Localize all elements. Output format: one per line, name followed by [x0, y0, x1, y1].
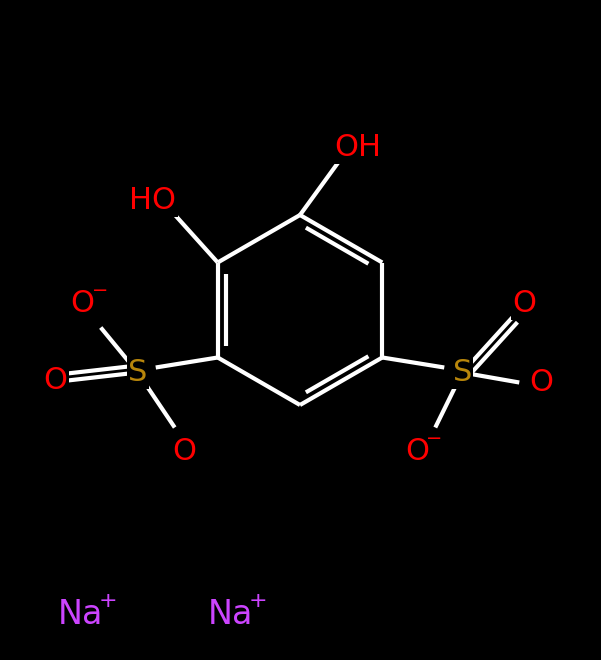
- Text: O: O: [529, 368, 554, 397]
- Text: Na: Na: [57, 599, 103, 632]
- Text: −: −: [426, 429, 442, 448]
- Text: OH: OH: [335, 133, 382, 162]
- Text: O: O: [71, 289, 95, 318]
- Text: +: +: [249, 591, 267, 611]
- Text: O: O: [172, 437, 197, 466]
- Text: HO: HO: [129, 186, 176, 215]
- Text: O: O: [405, 437, 429, 466]
- Text: S: S: [453, 358, 472, 387]
- Text: S: S: [128, 358, 147, 387]
- Text: O: O: [512, 289, 536, 318]
- Text: +: +: [99, 591, 117, 611]
- Text: Na: Na: [207, 599, 252, 632]
- Text: −: −: [91, 281, 108, 300]
- Text: O: O: [44, 366, 68, 395]
